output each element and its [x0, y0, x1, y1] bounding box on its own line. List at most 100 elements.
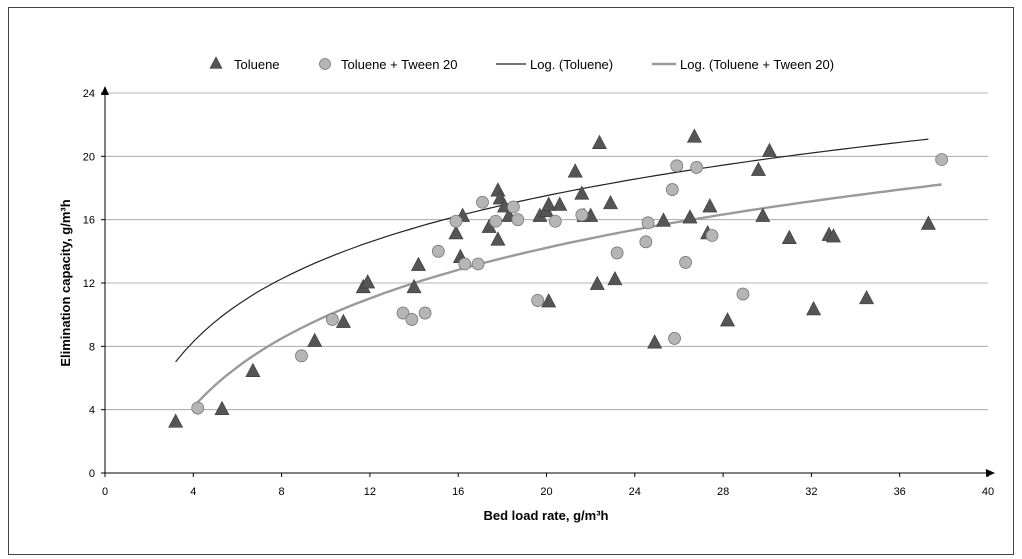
- data-point-toluene: [307, 332, 323, 347]
- data-point-toluene: [702, 198, 718, 213]
- data-point-toluene: [806, 301, 822, 316]
- legend-label: Log. (Toluene + Tween 20): [680, 57, 834, 72]
- x-tick-label: 12: [364, 486, 376, 498]
- data-point-toluene-tween20: [575, 208, 589, 222]
- data-point-toluene-tween20: [325, 313, 339, 326]
- chart-legend: Toluene Toluene + Tween 20 Log. (Toluene) L…: [209, 56, 834, 72]
- data-point-toluene-tween20: [471, 257, 485, 271]
- data-point-toluene: [245, 362, 261, 378]
- legend-label: Toluene: [234, 57, 280, 72]
- data-point-toluene-tween20: [458, 257, 472, 271]
- data-point-toluene-tween20: [489, 214, 503, 228]
- x-tick-label: 8: [279, 486, 285, 498]
- legend-symbol-toluene-tween20: [319, 58, 331, 70]
- y-axis-arrow: [101, 86, 109, 95]
- data-point-toluene: [541, 196, 557, 211]
- data-point-toluene: [859, 289, 875, 305]
- data-point-toluene: [552, 196, 568, 211]
- data-point-toluene-tween20: [191, 401, 205, 415]
- data-point-toluene: [656, 212, 671, 227]
- x-tick-label: 20: [540, 486, 552, 498]
- data-point-toluene-tween20: [679, 256, 692, 269]
- data-point-toluene: [406, 278, 422, 294]
- y-tick-label: 0: [89, 468, 95, 480]
- data-point-toluene-tween20: [736, 287, 750, 301]
- data-point-toluene: [448, 225, 464, 240]
- data-point-toluene-tween20: [548, 214, 562, 228]
- data-point-toluene: [589, 275, 605, 290]
- data-point-toluene: [574, 185, 590, 200]
- data-point-toluene: [920, 215, 936, 230]
- data-point-toluene-tween20: [705, 229, 719, 242]
- data-point-toluene: [591, 134, 607, 150]
- data-point-toluene: [410, 256, 426, 271]
- y-tick-label: 20: [83, 151, 95, 163]
- data-point-toluene: [647, 334, 663, 349]
- data-point-toluene: [603, 194, 619, 210]
- data-point-toluene-tween20: [639, 235, 653, 249]
- legend-symbol-toluene: [209, 56, 223, 69]
- x-tick-label: 40: [982, 486, 994, 498]
- data-point-toluene-tween20: [418, 306, 432, 320]
- data-point-toluene-tween20: [396, 306, 410, 320]
- data-point-toluene: [781, 229, 797, 245]
- data-point-toluene-tween20: [531, 294, 545, 307]
- x-tick-label: 0: [102, 486, 108, 498]
- data-point-toluene: [214, 400, 230, 416]
- chart-points: [168, 128, 949, 428]
- x-tick-label: 36: [894, 486, 906, 498]
- chart-gridlines: [105, 92, 988, 411]
- x-axis-label: Bed load rate, g/m³h: [484, 508, 609, 523]
- data-point-toluene-tween20: [295, 349, 308, 363]
- data-point-toluene: [825, 228, 841, 243]
- x-tick-label: 24: [629, 486, 641, 498]
- y-tick-label: 8: [89, 341, 95, 353]
- y-tick-label: 16: [83, 215, 95, 227]
- data-point-toluene: [755, 207, 771, 222]
- data-point-toluene-tween20: [670, 159, 684, 173]
- data-point-toluene: [490, 231, 506, 246]
- data-point-toluene: [607, 270, 623, 286]
- data-point-toluene-tween20: [449, 214, 463, 228]
- data-point-toluene-tween20: [506, 200, 520, 214]
- data-point-toluene: [168, 413, 184, 428]
- y-tick-label: 12: [83, 278, 95, 290]
- x-tick-label: 28: [717, 486, 729, 498]
- x-axis-arrow: [986, 469, 995, 477]
- data-point-toluene: [567, 163, 583, 178]
- data-point-toluene: [720, 312, 736, 327]
- x-tick-label: 4: [190, 486, 196, 498]
- data-point-toluene: [750, 161, 766, 176]
- chart-frame: [8, 7, 1014, 555]
- chart-trendlines: [175, 138, 942, 404]
- data-point-toluene-tween20: [431, 244, 445, 258]
- x-tick-label: 32: [805, 486, 817, 498]
- trendline: [196, 183, 942, 404]
- data-point-toluene-tween20: [405, 313, 419, 326]
- data-point-toluene: [335, 313, 351, 328]
- data-point-toluene-tween20: [511, 213, 525, 227]
- legend-label: Log. (Toluene): [530, 57, 613, 72]
- chart-axes: [101, 86, 995, 477]
- data-point-toluene: [761, 142, 777, 157]
- y-axis-label: Elimination capacity, g/m³h: [58, 199, 73, 366]
- data-point-toluene-tween20: [935, 153, 949, 166]
- data-point-toluene-tween20: [668, 332, 681, 345]
- legend-label: Toluene + Tween 20: [341, 57, 458, 72]
- data-point-toluene-tween20: [610, 246, 624, 260]
- data-point-toluene: [686, 128, 702, 143]
- data-point-toluene: [360, 274, 376, 289]
- data-point-toluene: [682, 209, 698, 224]
- data-point-toluene-tween20: [641, 216, 655, 230]
- trendline: [175, 138, 929, 363]
- data-point-toluene-tween20: [690, 161, 704, 174]
- data-point-toluene: [541, 293, 557, 308]
- y-tick-label: 24: [83, 88, 95, 100]
- x-tick-label: 16: [452, 486, 464, 498]
- data-point-toluene-tween20: [665, 183, 679, 196]
- data-point-toluene: [490, 182, 506, 197]
- y-tick-label: 4: [89, 405, 95, 417]
- data-point-toluene-tween20: [476, 195, 489, 209]
- chart-tick-labels: 0 4 8 12 16 20 24 28 32 36 40 0 4 8 12 16 20 24: [83, 88, 994, 498]
